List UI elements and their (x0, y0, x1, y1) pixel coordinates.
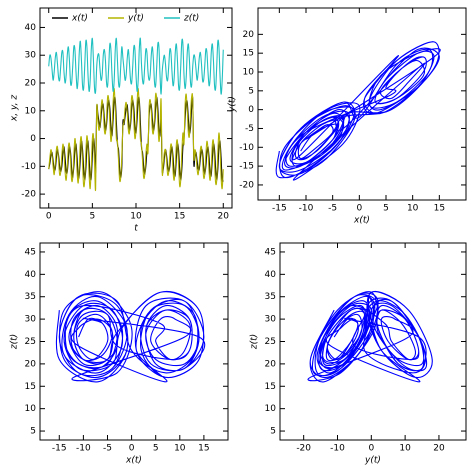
y-axis-label: z(t) (10, 334, 20, 350)
y-tick-label: 5 (248, 86, 254, 96)
x-tick-label: 5 (153, 444, 159, 454)
y-tick-label: 20 (243, 30, 255, 40)
y-tick-label: 20 (25, 359, 37, 369)
x-tick-label: 0 (129, 444, 135, 454)
y-tick-label: 20 (25, 79, 37, 89)
y-tick-label: -20 (21, 190, 36, 200)
plot-frame (39, 242, 229, 441)
panel: 0 5 10 15 20 -20 -10 0 10 20 30 40 t x, y, z x(t) y(t) z… (10, 7, 233, 234)
y-tick-label: -20 (239, 180, 254, 190)
plot-frame (257, 7, 467, 201)
y-tick-label: 45 (265, 247, 276, 257)
y-axis-label: x, y, z (10, 95, 20, 122)
y-axis-label: z(t) (250, 334, 260, 350)
y-tick-label: 0 (30, 134, 36, 144)
y-tick-label: 15 (265, 382, 276, 392)
x-tick-label: 10 (399, 444, 411, 454)
legend-label: z(t) (183, 14, 199, 24)
x-tick-label: 5 (89, 212, 95, 222)
x-axis-label: x(t) (125, 456, 142, 466)
plot-frame (279, 242, 467, 441)
x-tick-label: 0 (46, 212, 52, 222)
x-tick-label: 5 (383, 204, 389, 214)
panel: -20 -10 0 10 20 5 10 15 20 25 30 35 40 45 y(t) z(t) (250, 242, 467, 466)
panel: -15 -10 -5 0 5 10 15 -20 -15 -10 -5 0 5 10 15 20 x(t) y(t… (228, 7, 467, 226)
series-line (48, 88, 224, 192)
y-tick-label: 5 (270, 427, 276, 437)
y-tick-label: 10 (25, 106, 37, 116)
y-tick-label: 10 (25, 404, 37, 414)
x-tick-label: -10 (330, 444, 345, 454)
series-line (48, 37, 224, 95)
x-tick-label: -15 (52, 444, 67, 454)
legend-label: x(t) (71, 14, 88, 24)
legend-label: y(t) (127, 14, 144, 24)
trajectory-line (55, 290, 206, 383)
panel: -15 -10 -5 0 5 10 15 5 10 15 20 25 30 35 40 45 x(t) z(t) (10, 242, 229, 466)
y-tick-label: 25 (25, 337, 36, 347)
x-tick-label: -5 (103, 444, 112, 454)
y-tick-label: 15 (243, 49, 254, 59)
y-tick-label: 35 (265, 292, 276, 302)
y-tick-label: 5 (30, 427, 36, 437)
y-tick-label: 30 (25, 51, 37, 61)
y-tick-label: 20 (265, 359, 277, 369)
y-tick-label: 35 (25, 292, 36, 302)
trajectory-line (275, 41, 441, 181)
x-tick-label: 20 (433, 444, 445, 454)
y-tick-label: 0 (248, 105, 254, 115)
x-tick-label: 10 (130, 212, 142, 222)
legend: x(t) y(t) z(t) (52, 14, 199, 24)
y-tick-label: 25 (265, 337, 276, 347)
x-tick-label: 0 (368, 444, 374, 454)
x-tick-label: 0 (356, 204, 362, 214)
y-tick-label: -15 (239, 162, 254, 172)
y-tick-label: -10 (21, 162, 36, 172)
y-tick-label: 40 (265, 270, 277, 280)
plot-area (48, 37, 224, 192)
x-tick-label: -15 (272, 204, 287, 214)
y-axis-label: y(t) (228, 96, 238, 113)
y-tick-label: 10 (265, 404, 277, 414)
y-tick-label: 40 (25, 23, 37, 33)
x-tick-label: -20 (296, 444, 311, 454)
x-tick-label: 15 (198, 444, 209, 454)
x-tick-label: 15 (174, 212, 185, 222)
x-axis-label: y(t) (364, 456, 381, 466)
y-tick-label: 45 (25, 247, 36, 257)
y-tick-label: 30 (25, 315, 37, 325)
x-tick-label: -5 (328, 204, 337, 214)
x-tick-label: 20 (218, 212, 230, 222)
y-tick-label: 15 (25, 382, 36, 392)
plot-area (275, 41, 441, 181)
x-tick-label: 10 (407, 204, 419, 214)
y-tick-label: -5 (245, 124, 254, 134)
plot-area (55, 290, 206, 383)
plot-area (307, 290, 433, 383)
x-tick-label: 15 (434, 204, 445, 214)
x-tick-label: 10 (174, 444, 186, 454)
y-tick-label: -10 (239, 143, 254, 153)
y-tick-label: 10 (243, 68, 255, 78)
x-tick-label: -10 (299, 204, 314, 214)
y-tick-label: 40 (25, 270, 37, 280)
trajectory-line (307, 290, 433, 383)
x-axis-label: x(t) (353, 216, 370, 226)
x-axis-label: t (134, 224, 138, 234)
y-tick-label: 30 (265, 315, 277, 325)
x-tick-label: -10 (76, 444, 91, 454)
